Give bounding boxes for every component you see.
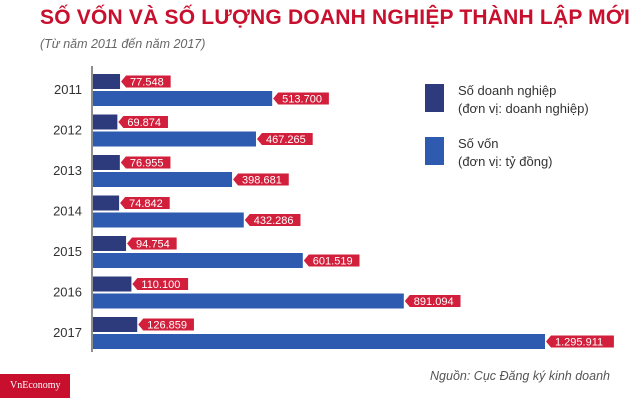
bar-enterprises (93, 317, 138, 332)
category-label: 2012 (53, 123, 82, 138)
value-label-tag (120, 156, 171, 169)
value-label-tag (256, 133, 313, 145)
legend-swatch-capital (425, 137, 444, 165)
value-label-tag (132, 278, 189, 290)
value-label-capital: 467.265 (266, 134, 306, 146)
legend-label-capital: Số vốn (458, 136, 499, 151)
bar-capital (93, 253, 303, 268)
legend-swatch-enterprises (425, 84, 444, 112)
bar-enterprises (93, 114, 118, 130)
value-label-enterprises: 74.842 (129, 198, 163, 210)
category-label: 2013 (53, 163, 82, 178)
category-label: 2011 (54, 82, 82, 97)
bar-capital (93, 212, 244, 228)
value-label-tag (233, 173, 289, 186)
bar-enterprises (93, 155, 120, 170)
value-label-capital: 513.700 (282, 94, 322, 106)
value-label-tag (303, 254, 360, 267)
bar-capital (93, 334, 545, 349)
value-label-enterprises: 110.100 (141, 279, 180, 291)
value-label-tag (404, 295, 461, 307)
source-note: Nguồn: Cục Đăng ký kinh doanh (430, 369, 610, 383)
value-label-tag (127, 237, 177, 250)
value-label-tag (118, 116, 168, 128)
value-label-capital: 398.681 (242, 175, 282, 187)
category-label: 2017 (53, 325, 82, 340)
value-label-capital: 891.094 (414, 296, 454, 308)
value-label-enterprises: 69.874 (127, 117, 161, 129)
value-label-enterprises: 77.548 (130, 77, 164, 89)
value-label-capital: 601.519 (313, 256, 353, 268)
bar-capital (93, 91, 273, 106)
value-label-tag (273, 92, 329, 105)
bar-capital (93, 293, 404, 309)
bar-enterprises (93, 74, 121, 89)
value-label-tag (120, 197, 170, 209)
value-label-tag (244, 214, 301, 226)
chart-subtitle: (Từ năm 2011 đến năm 2017) (40, 37, 206, 51)
value-label-tag (121, 75, 171, 88)
value-label-enterprises: 76.955 (130, 158, 164, 170)
bar-capital (93, 172, 233, 187)
vneconomy-logo: VnEconomy (0, 374, 70, 398)
value-label-enterprises: 126.859 (147, 320, 187, 332)
value-label-capital: 1.295.911 (555, 337, 603, 349)
value-label-enterprises: 94.754 (136, 239, 170, 251)
legend-unit-enterprises: (đơn vị: doanh nghiệp) (458, 101, 589, 116)
category-label: 2015 (53, 244, 82, 259)
bar-enterprises (93, 236, 127, 251)
value-label-tag (546, 335, 614, 348)
bar-enterprises (93, 276, 132, 292)
bar-enterprises (93, 195, 120, 211)
value-label-capital: 432.286 (254, 215, 294, 227)
category-label: 2014 (53, 204, 82, 219)
legend-unit-capital: (đơn vị: tỷ đồng) (458, 154, 553, 169)
value-label-tag (138, 318, 194, 331)
chart-title: SỐ VỐN VÀ SỐ LƯỢNG DOANH NGHIỆP THÀNH LẬ… (40, 6, 631, 29)
legend-label-enterprises: Số doanh nghiệp (458, 83, 557, 98)
bar-capital (93, 131, 256, 147)
category-label: 2016 (53, 285, 82, 300)
